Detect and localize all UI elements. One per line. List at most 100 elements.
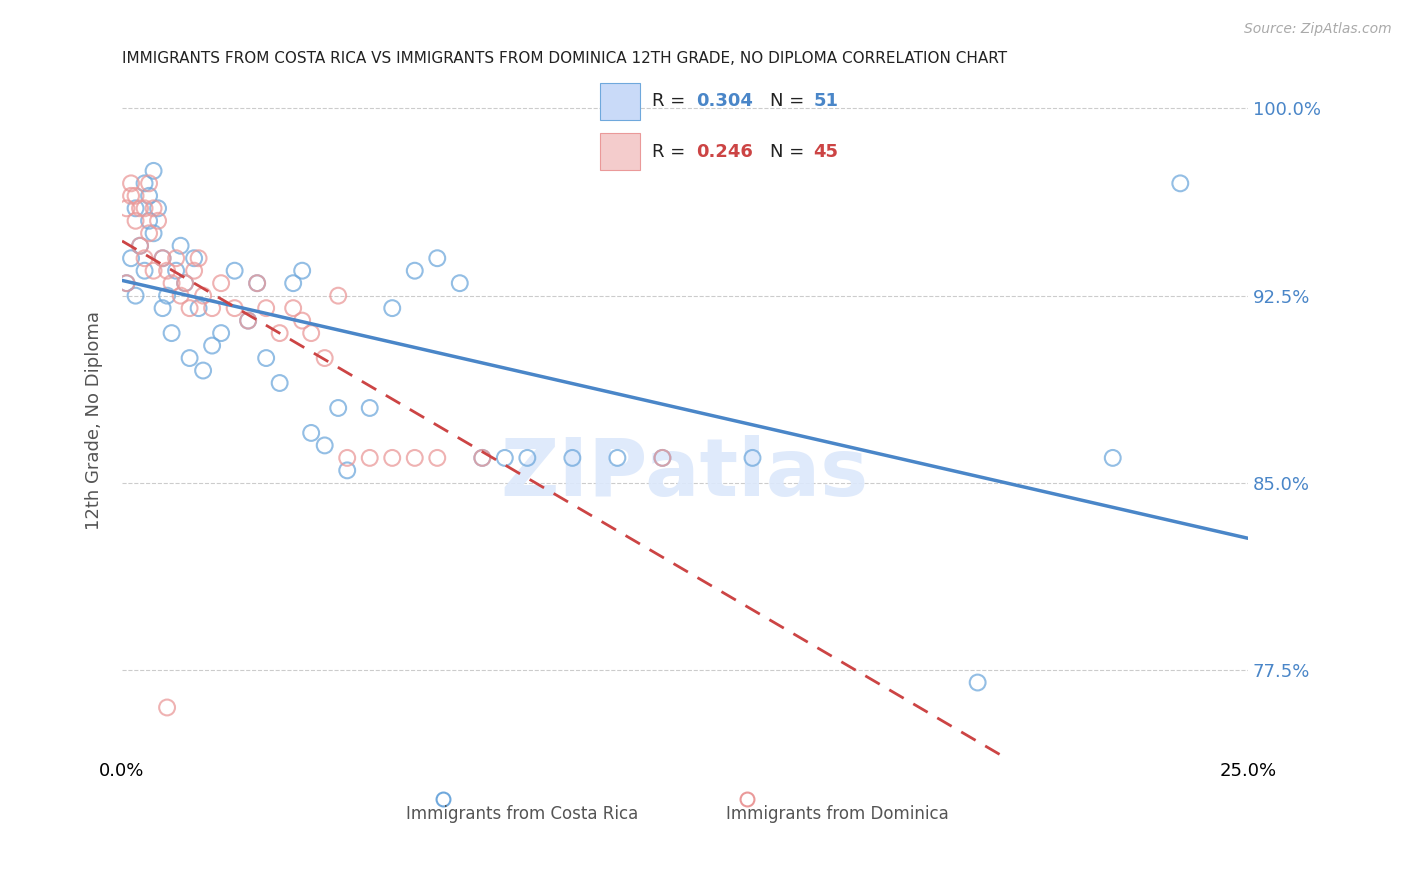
Point (359, 450, 381, 465)
Point (183, 251, 205, 265)
Point (146, 214, 169, 228)
Point (138, 227, 160, 241)
Text: IMMIGRANTS FROM COSTA RICA VS IMMIGRANTS FROM DOMINICA 12TH GRADE, NO DIPLOMA CO: IMMIGRANTS FROM COSTA RICA VS IMMIGRANTS… (122, 51, 1007, 66)
Point (269, 376, 291, 390)
Text: R =: R = (652, 143, 692, 161)
Point (336, 450, 359, 465)
Point (471, 450, 494, 465)
Point (291, 313, 314, 327)
Point (160, 326, 183, 340)
Point (299, 425, 322, 440)
Y-axis label: 12th Grade, No Diploma: 12th Grade, No Diploma (86, 311, 103, 530)
Text: N =: N = (770, 143, 810, 161)
Point (224, 263, 246, 277)
Point (187, 251, 209, 265)
Point (156, 263, 179, 277)
Point (169, 238, 191, 252)
Point (516, 450, 538, 465)
Point (152, 301, 174, 315)
Point (134, 251, 156, 265)
Point (426, 450, 449, 465)
Point (246, 276, 269, 290)
Text: Immigrants from Dominica: Immigrants from Dominica (725, 805, 948, 822)
Point (291, 263, 314, 277)
Point (404, 263, 426, 277)
Point (124, 288, 146, 302)
Point (129, 238, 152, 252)
Point (156, 700, 179, 714)
Point (115, 276, 138, 290)
Point (494, 450, 516, 465)
Point (236, 313, 259, 327)
Point (179, 301, 201, 315)
Text: ZIPatlas: ZIPatlas (501, 435, 869, 514)
Point (120, 177, 142, 191)
Point (152, 251, 174, 265)
FancyBboxPatch shape (600, 83, 640, 120)
Point (183, 263, 205, 277)
Point (142, 263, 165, 277)
Point (224, 301, 246, 315)
Point (471, 450, 494, 465)
Point (299, 326, 322, 340)
Point (651, 450, 673, 465)
Point (115, 202, 138, 216)
Point (381, 450, 404, 465)
Point (966, 675, 988, 690)
Point (129, 238, 152, 252)
Point (201, 338, 224, 352)
Point (138, 177, 160, 191)
Text: 0.246: 0.246 (696, 143, 752, 161)
Point (336, 463, 359, 477)
Text: Source: ZipAtlas.com: Source: ZipAtlas.com (1244, 22, 1392, 37)
Point (314, 438, 336, 452)
Point (254, 301, 277, 315)
Point (134, 202, 156, 216)
Point (209, 276, 232, 290)
Point (606, 450, 628, 465)
Point (283, 276, 305, 290)
Point (381, 301, 404, 315)
Point (129, 202, 152, 216)
Point (160, 276, 183, 290)
Point (165, 251, 187, 265)
Point (1101, 450, 1123, 465)
Point (328, 401, 350, 415)
Point (120, 189, 142, 203)
Point (138, 189, 160, 203)
Point (142, 202, 165, 216)
Point (124, 214, 146, 228)
Point (124, 189, 146, 203)
Point (134, 177, 156, 191)
Point (115, 276, 138, 290)
Point (269, 326, 291, 340)
Point (246, 276, 269, 290)
Point (179, 351, 201, 365)
Point (191, 288, 214, 302)
Point (142, 164, 165, 178)
Point (328, 288, 350, 302)
Text: 45: 45 (813, 143, 838, 161)
Point (314, 351, 336, 365)
Point (169, 288, 191, 302)
Point (165, 263, 187, 277)
Point (404, 450, 426, 465)
Point (174, 276, 197, 290)
Text: 51: 51 (813, 93, 838, 111)
Point (120, 251, 142, 265)
Point (187, 301, 209, 315)
Point (283, 301, 305, 315)
FancyBboxPatch shape (600, 134, 640, 169)
Point (146, 202, 169, 216)
Point (236, 313, 259, 327)
Point (156, 288, 179, 302)
Point (152, 251, 174, 265)
Point (359, 401, 381, 415)
Point (191, 363, 214, 377)
Point (561, 450, 583, 465)
Point (426, 251, 449, 265)
Point (741, 450, 763, 465)
Text: 0.304: 0.304 (696, 93, 752, 111)
Point (254, 351, 277, 365)
Point (651, 450, 673, 465)
